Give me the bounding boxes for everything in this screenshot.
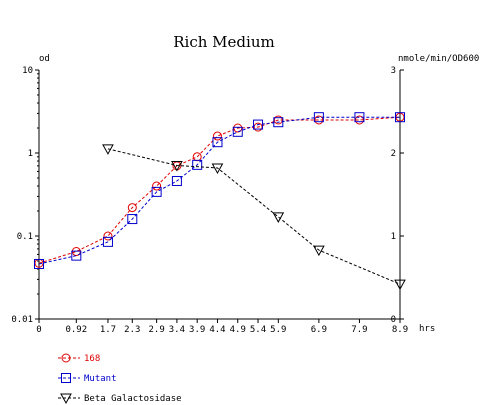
data-point [212,131,222,141]
data-point [171,175,182,186]
data-point [151,186,162,197]
x-axis-tick-label: 1.7 [100,325,116,335]
data-point [354,112,365,123]
left-axis-tick-label: 0.01 [11,315,33,325]
right-axis-tick-label: 1 [391,232,396,242]
data-point [273,117,284,128]
data-point [232,126,243,137]
x-axis-tick-label: 0.92 [65,325,87,335]
right-axis-tick-label: 0 [391,315,396,325]
series-2 [102,144,406,291]
data-point [313,112,324,123]
series-line [38,116,400,265]
data-point [211,163,224,174]
x-axis-tick-label: 4.4 [209,325,225,335]
right-axis-unit: nmole/min/OD600 [398,54,479,64]
chart-title: Rich Medium [173,33,274,51]
data-point [71,250,82,261]
series-0 [34,112,405,268]
legend-marker [61,353,71,363]
right-axis-tick-label: 2 [391,149,396,159]
data-point [102,144,114,155]
x-axis-tick-label: 5.4 [250,325,266,335]
legend-label: Beta Galactosidase [84,394,182,404]
left-axis-unit: od [39,54,50,64]
series-layer [34,112,406,291]
legend-label: Mutant [84,374,117,384]
x-axis-tick-label: 8.9 [392,325,408,335]
axis-ticks: 0.01 0.1 1 10 0 1 2 3 0 0.92 1.7 2.3 2.9 3.4 3.9 4.4 4.9… [11,66,408,335]
series-line [38,116,401,264]
data-point [152,181,162,191]
x-axis-tick-label: 2.3 [124,325,140,335]
x-axis-unit: hrs [419,324,435,334]
data-point [395,112,405,123]
data-point [171,160,183,172]
x-axis-tick-label: 5.9 [270,325,286,335]
data-point [102,236,113,247]
data-point [192,159,203,170]
left-axis-tick-label: 1 [28,149,33,159]
x-axis-tick-label: 4.9 [230,325,246,335]
legend: 168 Mutant Beta Galactosidase [58,353,182,405]
data-point [313,245,325,257]
x-axis-tick-label: 7.9 [351,325,367,335]
data-point [253,119,264,130]
data-point [394,279,406,291]
x-axis-tick-label: 2.9 [148,325,164,335]
legend-label: 168 [84,354,100,364]
data-point [272,212,285,223]
series-line [107,148,401,285]
legend-marker [61,373,71,383]
data-point [103,231,113,241]
data-point [127,203,137,213]
data-point [212,137,223,148]
right-axis-tick-label: 3 [391,66,396,76]
data-point [34,258,44,269]
x-axis-tick-label: 3.9 [189,325,205,335]
legend-marker [60,393,72,405]
left-axis-tick-label: 0.1 [17,232,33,242]
x-axis-tick-label: 6.9 [311,325,327,335]
data-point [127,214,138,225]
x-axis-tick-label: 0 [36,325,41,335]
x-axis-tick-label: 3.4 [169,325,185,335]
series-1 [34,112,405,269]
left-axis-tick-label: 10 [22,66,33,76]
